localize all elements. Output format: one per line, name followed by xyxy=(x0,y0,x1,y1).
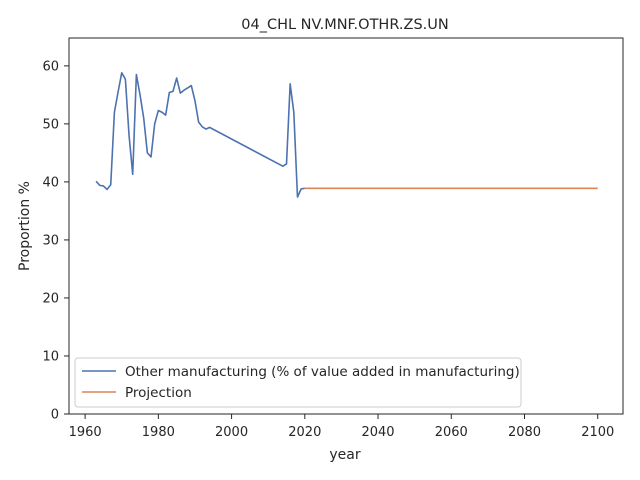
y-tick-label: 60 xyxy=(42,59,59,74)
x-tick-label: 1960 xyxy=(69,425,102,440)
legend-label-projection: Projection xyxy=(125,385,192,401)
x-tick-label: 2020 xyxy=(288,425,321,440)
x-tick-label: 2060 xyxy=(435,425,468,440)
x-tick-label: 2100 xyxy=(581,425,614,440)
y-axis-label: Proportion % xyxy=(17,181,33,271)
legend-label-observed: Other manufacturing (% of value added in… xyxy=(125,364,520,380)
y-tick-label: 20 xyxy=(42,291,59,306)
x-tick-label: 2080 xyxy=(508,425,541,440)
x-axis: 1960 1980 2000 2020 2040 2060 2080 2100 xyxy=(69,414,614,440)
plot-area xyxy=(95,72,598,198)
y-tick-label: 50 xyxy=(42,117,59,132)
y-tick-label: 40 xyxy=(42,175,59,190)
x-axis-label: year xyxy=(329,447,360,463)
legend-box xyxy=(74,357,522,408)
y-tick-label: 30 xyxy=(42,233,59,248)
y-axis: 0 10 20 30 40 50 60 xyxy=(42,59,69,423)
x-tick-label: 1980 xyxy=(142,425,175,440)
y-tick-label: 10 xyxy=(42,349,59,364)
chart-title: 04_CHL NV.MNF.OTHR.ZS.UN xyxy=(241,17,448,33)
legend: Other manufacturing (% of value added in… xyxy=(74,357,522,408)
series-layer xyxy=(95,72,598,198)
x-tick-label: 2040 xyxy=(361,425,394,440)
series-line-observed xyxy=(95,72,305,198)
y-tick-label: 0 xyxy=(51,408,59,423)
x-tick-label: 2000 xyxy=(215,425,248,440)
plot-frame xyxy=(68,37,624,415)
